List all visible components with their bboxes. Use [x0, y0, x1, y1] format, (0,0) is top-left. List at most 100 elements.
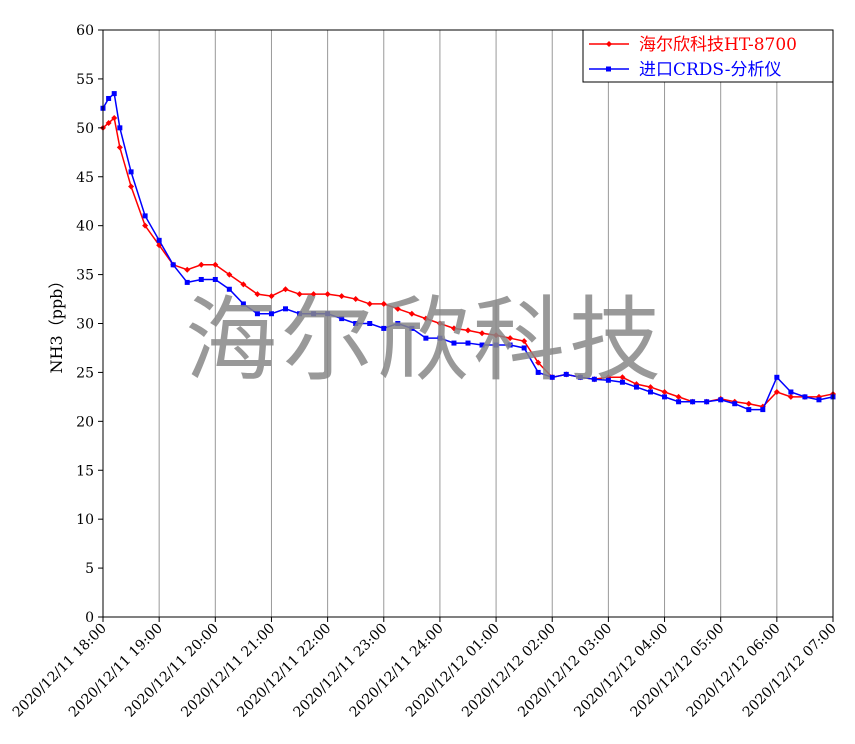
data-point — [128, 169, 134, 175]
x-tick-label: 2020/12/12 03:00 — [515, 621, 615, 721]
x-tick-label: 2020/12/12 02:00 — [459, 621, 559, 721]
data-point — [226, 286, 232, 292]
legend-marker — [606, 41, 612, 47]
data-point — [198, 261, 205, 268]
data-point — [591, 376, 597, 382]
x-tick-label: 2020/12/11 20:00 — [122, 621, 222, 721]
data-point — [184, 266, 191, 273]
data-point — [535, 369, 541, 375]
y-tick-label: 55 — [76, 72, 94, 88]
data-point — [240, 301, 246, 307]
data-point — [310, 291, 317, 298]
data-point — [324, 291, 331, 298]
data-point — [339, 316, 345, 322]
data-point — [690, 399, 696, 405]
data-point — [479, 330, 486, 337]
legend-box — [582, 29, 834, 83]
y-tick-label: 40 — [76, 219, 94, 235]
data-point — [451, 340, 457, 346]
data-point — [254, 291, 261, 298]
y-axis-label: NH3（ppb） — [47, 273, 66, 374]
data-point — [117, 125, 123, 131]
y-tick-label: 5 — [85, 561, 94, 577]
y-tick-label: 15 — [76, 463, 94, 479]
x-tick-label: 2020/12/12 05:00 — [627, 621, 727, 721]
y-tick-label: 30 — [76, 317, 94, 333]
data-point — [254, 311, 260, 317]
data-point — [268, 293, 275, 300]
x-tick-label: 2020/12/12 07:00 — [740, 621, 840, 721]
x-tick-label: 2020/12/11 22:00 — [234, 621, 334, 721]
data-point — [198, 276, 204, 282]
data-point — [142, 222, 149, 229]
data-point — [507, 335, 514, 342]
data-point — [704, 399, 710, 405]
data-point — [563, 371, 569, 377]
data-point — [507, 342, 513, 348]
data-point — [156, 237, 162, 243]
data-point — [577, 374, 583, 380]
data-point — [142, 213, 148, 219]
data-point — [338, 293, 345, 300]
data-point — [619, 379, 625, 385]
legend: 海尔欣科技HT-8700 进口CRDS-分析仪 — [582, 29, 834, 83]
data-point — [493, 332, 500, 339]
data-point — [408, 310, 415, 317]
data-point — [648, 389, 653, 395]
data-point — [111, 115, 118, 122]
data-point — [773, 388, 780, 395]
data-point — [268, 311, 274, 317]
data-point — [423, 335, 429, 341]
data-point — [676, 399, 682, 405]
x-tick-label: 2020/12/11 24:00 — [347, 621, 447, 721]
data-point — [465, 340, 471, 346]
x-tick-label: 2020/12/11 23:00 — [291, 621, 391, 721]
data-point — [105, 119, 112, 126]
data-point — [802, 394, 808, 400]
data-point — [619, 374, 626, 381]
y-tick-label: 35 — [76, 268, 94, 284]
data-point — [353, 321, 359, 326]
y-tick-label: 20 — [76, 414, 94, 430]
data-point — [437, 335, 443, 341]
data-point — [296, 291, 303, 298]
legend-label: 海尔欣科技HT-8700 — [639, 35, 797, 55]
y-tick-label: 0 — [85, 610, 94, 626]
plot-area — [103, 30, 833, 617]
data-point — [409, 325, 415, 331]
data-point — [465, 327, 471, 334]
data-point — [240, 281, 247, 288]
data-point — [106, 95, 112, 101]
data-point — [787, 393, 794, 400]
data-point — [774, 374, 780, 380]
data-point — [366, 300, 373, 307]
data-point — [535, 359, 542, 366]
data-point — [212, 261, 219, 268]
legend-marker — [606, 66, 611, 72]
data-point — [675, 393, 682, 400]
data-point — [479, 342, 485, 348]
x-tick-label: 2020/12/11 18:00 — [10, 621, 110, 721]
data-point — [297, 311, 303, 317]
data-point — [745, 400, 752, 407]
y-tick-label: 25 — [76, 365, 94, 381]
data-point — [367, 321, 373, 326]
data-point — [521, 345, 527, 351]
data-point — [450, 325, 457, 332]
data-point — [788, 389, 794, 395]
data-point — [116, 144, 123, 151]
data-point — [184, 279, 190, 285]
data-point — [633, 384, 639, 390]
data — [100, 91, 836, 413]
data-point — [422, 315, 429, 322]
data-point — [395, 321, 401, 326]
y-tick-label: 10 — [76, 512, 94, 528]
data-point — [521, 338, 528, 345]
x-tick-label: 2020/12/11 19:00 — [66, 621, 166, 721]
x-tick-label: 2020/12/12 06:00 — [684, 621, 784, 721]
x-tick-label: 2020/12/12 01:00 — [403, 621, 503, 721]
data-point — [662, 394, 668, 400]
data-point — [661, 388, 668, 395]
legend-label: 进口CRDS-分析仪 — [639, 60, 781, 80]
data-point — [380, 300, 387, 307]
